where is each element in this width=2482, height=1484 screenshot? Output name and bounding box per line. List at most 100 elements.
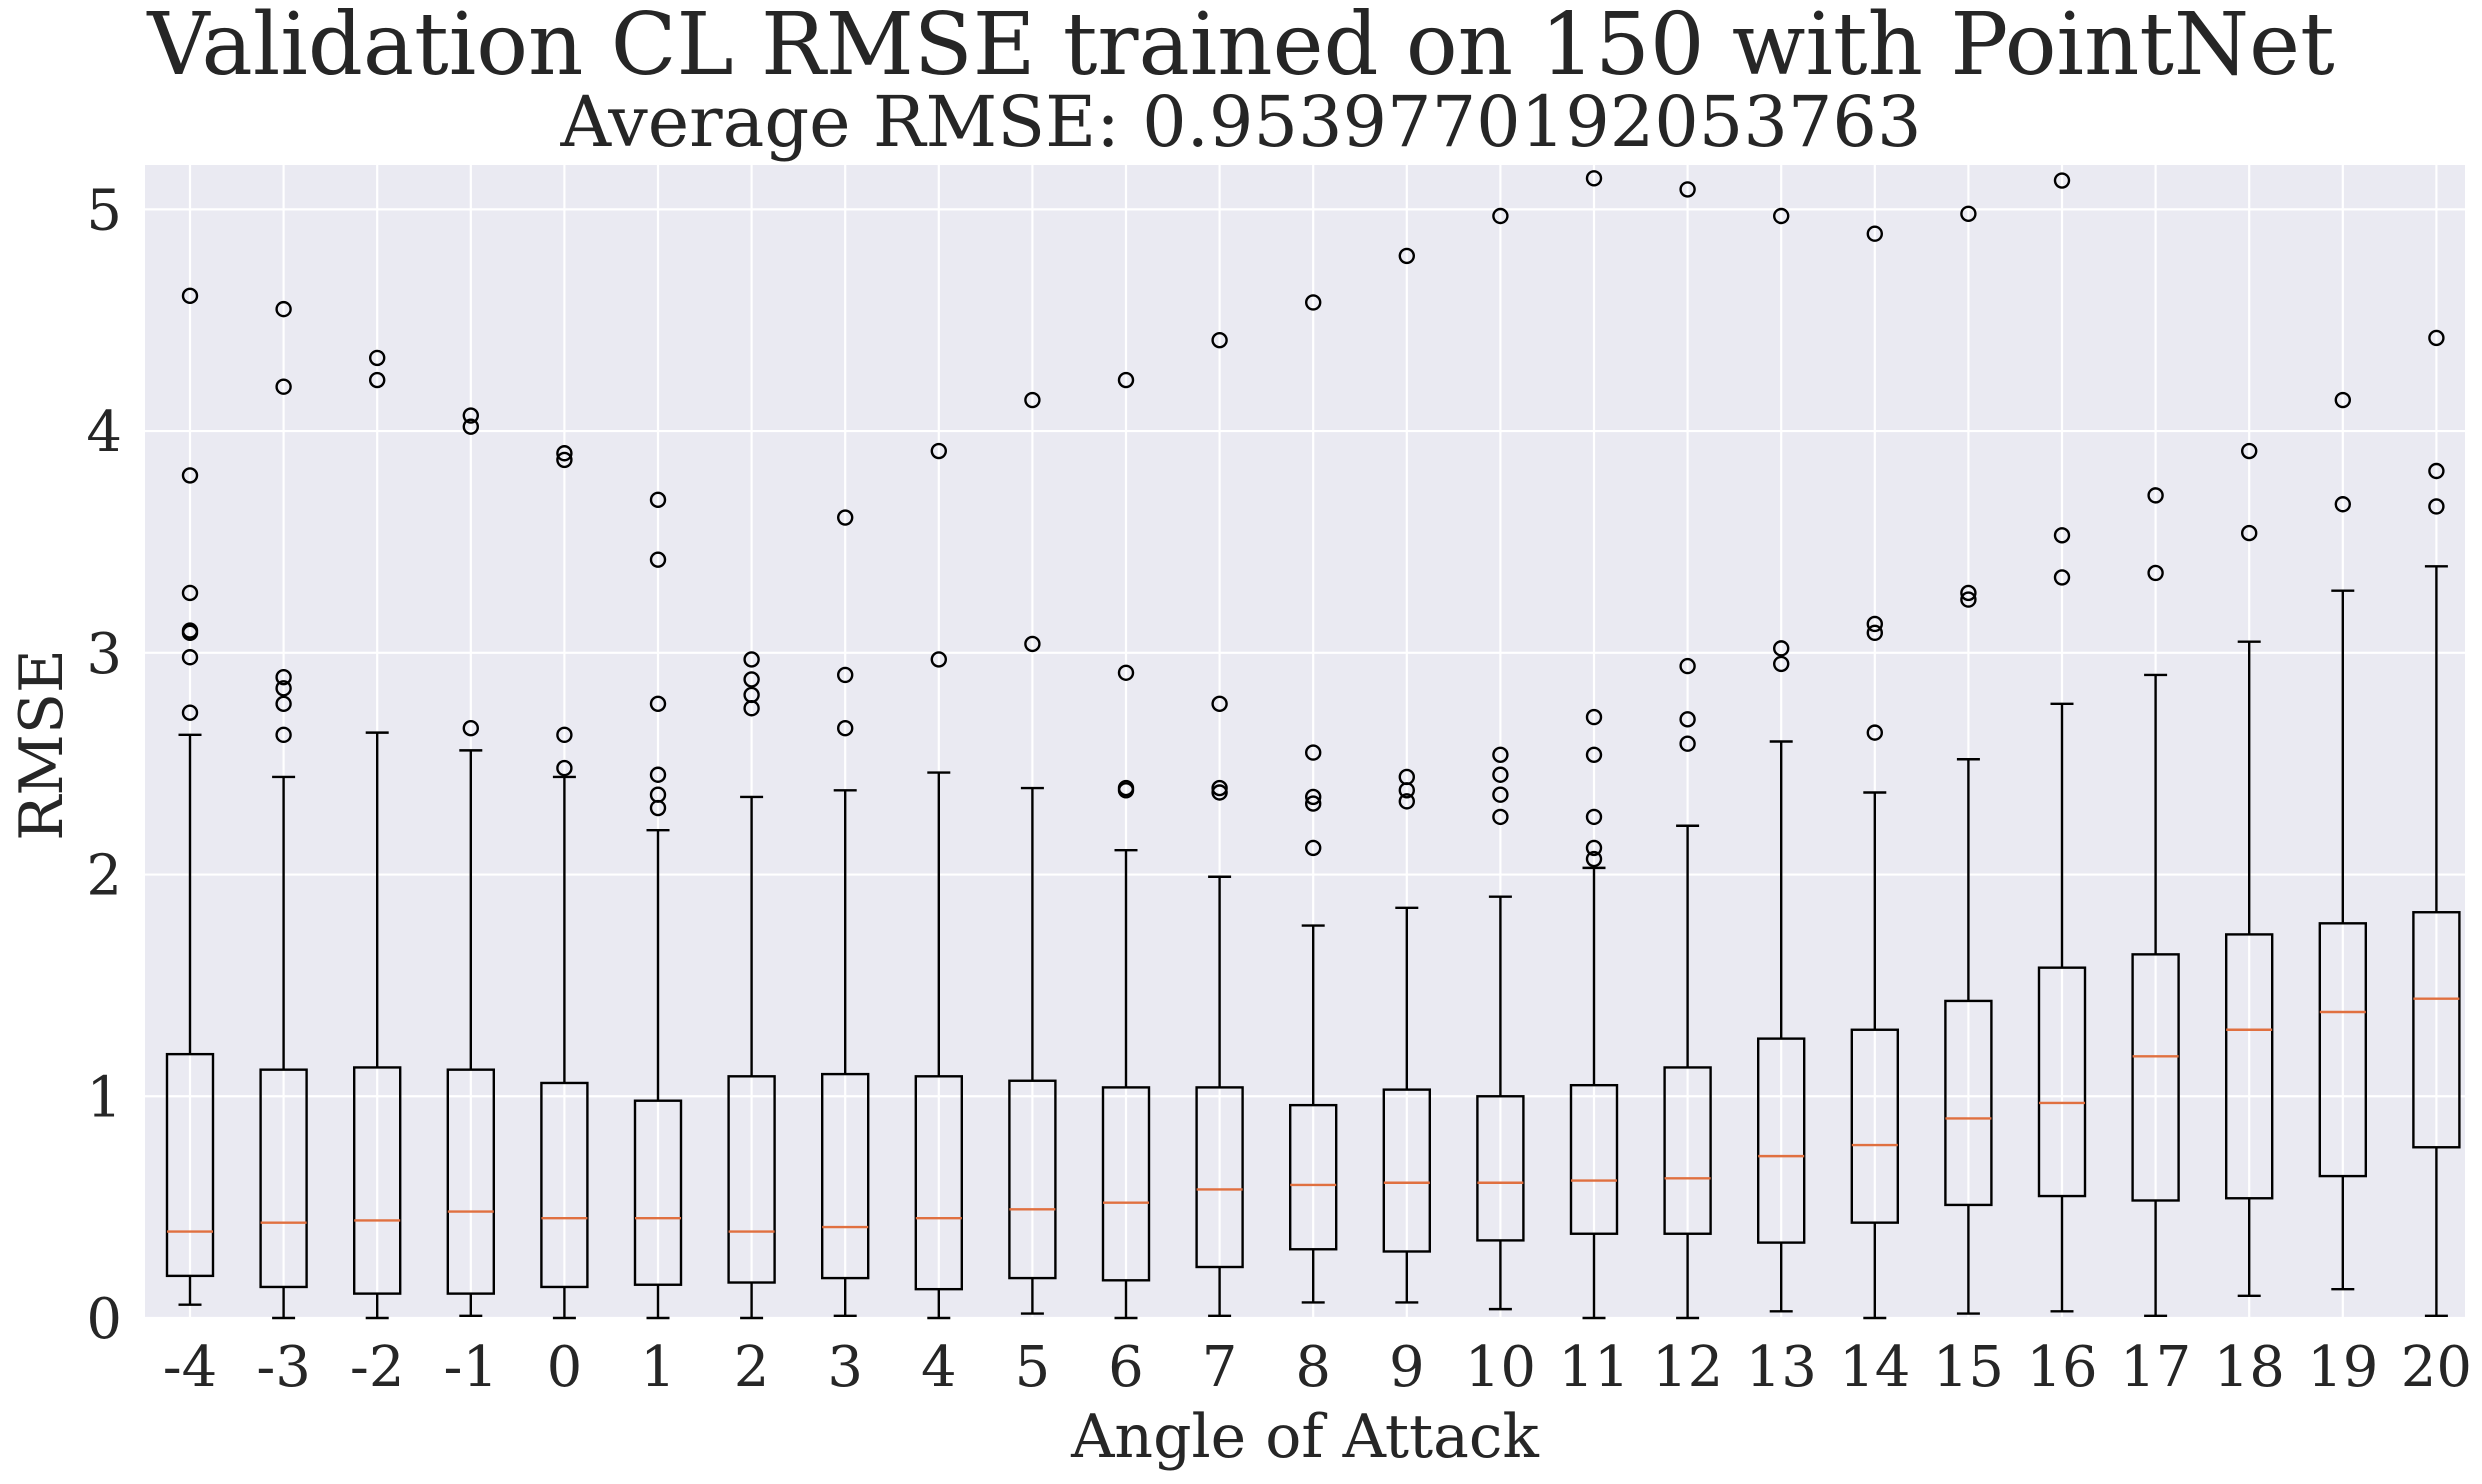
outlier-point [2428, 329, 2445, 347]
box-group [2224, 442, 2274, 1298]
outlier-point [462, 719, 479, 737]
outlier-point [1585, 170, 1603, 187]
outlier-point [275, 668, 292, 686]
box-group [1663, 181, 1712, 1320]
x-tick-label: 11 [1558, 1335, 1629, 1400]
iqr-box [633, 1099, 683, 1286]
outlier-point [1492, 746, 1509, 764]
outlier-point [556, 445, 573, 462]
box-group [1288, 294, 1338, 1304]
iqr-box [2037, 966, 2087, 1198]
outlier-point [743, 671, 760, 688]
outlier-point [275, 300, 292, 318]
x-tick-label: 1 [640, 1335, 676, 1400]
outlier-point [1211, 784, 1228, 801]
iqr-box [1850, 1028, 1900, 1224]
outlier-point [1398, 793, 1416, 810]
outlier-point [2240, 524, 2258, 542]
x-tick-label: 6 [1108, 1335, 1144, 1400]
x-tick-label: 13 [1746, 1335, 1817, 1400]
x-axis-label: Angle of Attack [1070, 1402, 1539, 1472]
outlier-point [837, 666, 854, 684]
outlier-point [1024, 391, 1041, 409]
x-tick-label: 15 [1933, 1335, 2004, 1400]
iqr-box [446, 1068, 495, 1295]
outlier-point [1492, 207, 1509, 225]
outlier-point [181, 649, 199, 666]
outlier-point [1960, 205, 1977, 222]
y-tick-label: 4 [86, 400, 122, 465]
outlier-point [556, 451, 573, 469]
outlier-point [2240, 442, 2258, 460]
y-tick-label: 3 [86, 622, 122, 687]
box-group [2412, 329, 2461, 1317]
outlier-point [1960, 584, 1977, 602]
outlier-point [1585, 708, 1603, 726]
outlier-point [743, 686, 760, 704]
outlier-point [1211, 695, 1228, 713]
y-tick-label: 5 [86, 178, 122, 243]
outlier-point [369, 371, 386, 389]
outlier-point [2147, 564, 2164, 582]
box-group [165, 287, 215, 1306]
outlier-point [1117, 779, 1135, 797]
y-tick-label: 0 [86, 1287, 122, 1352]
plot-area [145, 165, 2465, 1318]
box-group [1569, 170, 1619, 1320]
box-group [2318, 391, 2368, 1291]
box-group [1756, 207, 1806, 1313]
outlier-point [1772, 640, 1790, 657]
outlier-point [181, 467, 199, 484]
outlier-point [2053, 527, 2071, 544]
x-tick-label: 9 [1389, 1335, 1425, 1400]
outlier-point [1585, 850, 1603, 868]
outlier-point [837, 719, 854, 737]
outlier-point [2428, 498, 2445, 515]
iqr-box [353, 1066, 402, 1295]
x-tick-label: 17 [2120, 1335, 2191, 1400]
iqr-box [2224, 933, 2274, 1200]
y-tick-label: 2 [86, 844, 122, 909]
iqr-box [1944, 999, 1993, 1207]
x-tick-label: 10 [1465, 1335, 1536, 1400]
iqr-box [2412, 911, 2461, 1149]
x-tick-label: -1 [444, 1335, 499, 1400]
box-group [821, 509, 870, 1317]
outlier-point [837, 509, 854, 526]
box-group [259, 300, 308, 1320]
outlier-point [1492, 808, 1509, 826]
box-group [1008, 391, 1057, 1315]
x-tick-label: 3 [827, 1335, 863, 1400]
outlier-point [181, 287, 199, 305]
outlier-point [1772, 207, 1790, 225]
outlier-point [181, 584, 199, 602]
outlier-point [1304, 795, 1322, 812]
iqr-box [2131, 953, 2180, 1202]
outlier-point [2147, 487, 2164, 504]
outlier-point [1679, 711, 1696, 728]
iqr-box [165, 1052, 215, 1278]
x-tick-label: 14 [1839, 1335, 1910, 1400]
outlier-point [1398, 247, 1416, 265]
x-tick-label: 20 [2401, 1335, 2472, 1400]
iqr-box [821, 1072, 870, 1280]
outlier-point [1304, 294, 1322, 311]
iqr-box [1382, 1088, 1432, 1253]
outlier-point [649, 786, 667, 803]
outlier-point [1960, 591, 1977, 608]
x-tick-label: -3 [256, 1335, 311, 1400]
outlier-point [649, 695, 667, 713]
outlier-point [1211, 779, 1228, 797]
outlier-point [1585, 808, 1603, 826]
outlier-point [369, 349, 386, 367]
outlier-point [1866, 615, 1884, 633]
outlier-point [2053, 569, 2071, 586]
box-group [446, 407, 495, 1317]
x-tick-label: 18 [2214, 1335, 2285, 1400]
box-group [2037, 172, 2087, 1313]
outlier-point [556, 726, 573, 744]
outlier-point [275, 680, 292, 697]
iqr-box [1569, 1083, 1619, 1235]
x-tick-label: 16 [2026, 1335, 2097, 1400]
